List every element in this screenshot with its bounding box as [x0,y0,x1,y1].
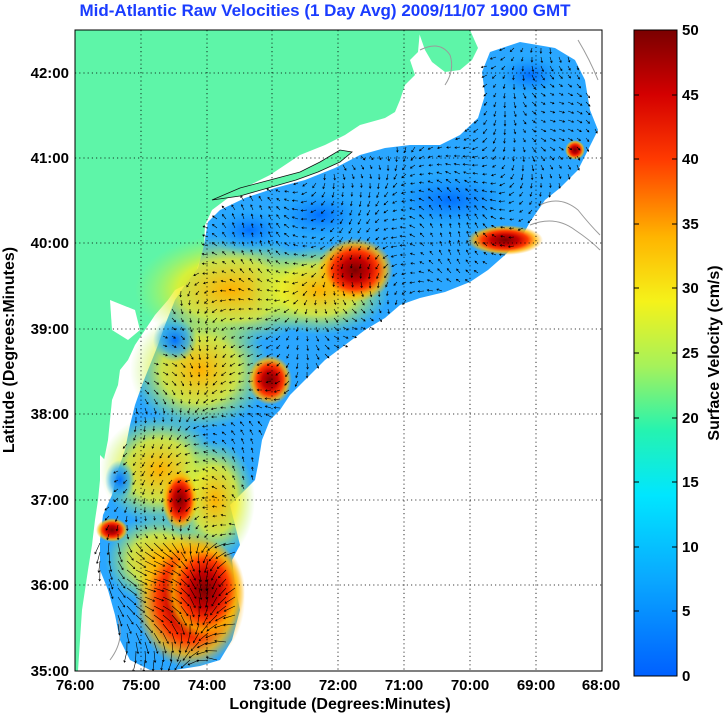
y-axis-label: Latitude (Degrees:Minutes) [1,247,18,453]
colorbar-tick: 30 [682,280,699,297]
x-axis-label: Longitude (Degrees:Minutes) [229,696,450,713]
colorbar-tick: 25 [682,345,699,362]
lat-tick: 36:00 [31,577,69,594]
plot-title: Mid-Atlantic Raw Velocities (1 Day Avg) … [79,1,571,20]
colorbar-tick: 5 [682,603,690,620]
lat-tick: 37:00 [31,492,69,509]
lon-tick: 68:00 [582,677,620,694]
lon-tick: 71:00 [385,677,423,694]
colorbar-tick: 40 [682,151,699,168]
lat-tick: 35:00 [31,663,69,680]
lat-tick: 38:00 [31,406,69,423]
plot-frame [74,29,603,672]
lon-tick: 69:00 [517,677,555,694]
colorbar-label: Surface Velocity (cm/s) [706,265,723,440]
lat-tick: 40:00 [31,235,69,252]
lon-tick: 72:00 [319,677,357,694]
colorbar-tick: 20 [682,410,699,427]
lon-tick: 70:00 [451,677,489,694]
bathymetry-contours [109,39,601,661]
colorbar-tick-labels: 0 5 10 15 20 25 30 35 40 45 50 [682,22,699,685]
lon-tick-labels: 76:00 75:00 74:00 73:00 72:00 71:00 70:0… [56,677,620,694]
colorbar [633,29,678,677]
colorbar-tick: 10 [682,539,699,556]
colorbar-tick: 50 [682,22,699,39]
lat-tick: 42:00 [31,65,69,82]
grid-lines [75,30,602,671]
lon-tick: 74:00 [188,677,226,694]
lat-tick-labels: 42:00 41:00 40:00 39:00 38:00 37:00 36:0… [31,65,69,680]
colorbar-tick: 35 [682,216,699,233]
lon-tick: 73:00 [253,677,291,694]
lon-tick: 75:00 [122,677,160,694]
colorbar-ticks [634,29,677,677]
colorbar-tick: 15 [682,474,699,491]
velocity-arrows [94,47,598,671]
lon-tick: 76:00 [56,677,94,694]
lat-tick: 41:00 [31,150,69,167]
long-island [211,149,353,201]
land-mass [75,30,420,671]
colorbar-tick: 0 [682,668,690,685]
lat-tick: 39:00 [31,321,69,338]
colorbar-tick: 45 [682,87,699,104]
velocity-arrow-vectors [94,47,598,671]
cape-cod [418,30,478,72]
